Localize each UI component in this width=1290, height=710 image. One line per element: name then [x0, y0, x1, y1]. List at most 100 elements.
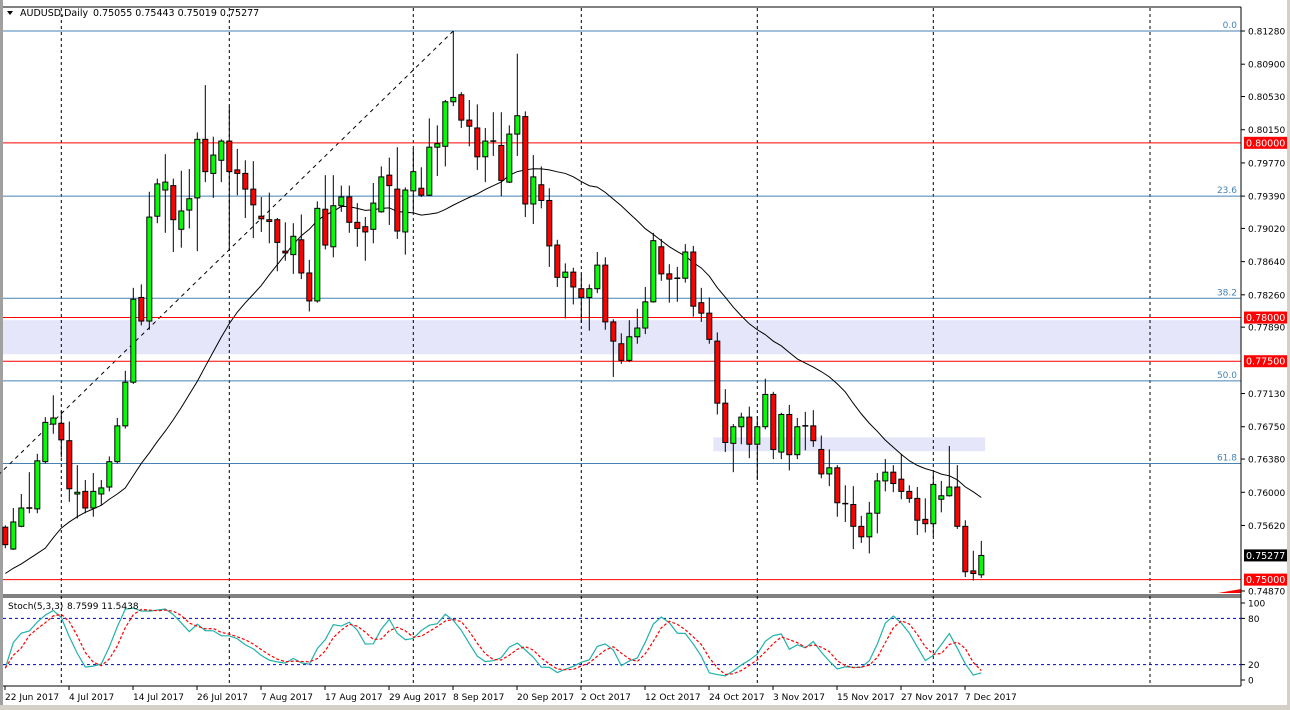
- candle-bullish: [314, 207, 321, 302]
- candle-bearish: [818, 448, 825, 475]
- candle-bullish: [106, 461, 113, 488]
- price-tick-label: 0.77130: [1248, 390, 1285, 400]
- candle-bearish: [602, 264, 609, 323]
- candle-bearish: [578, 288, 585, 298]
- date-tick-label: 27 Nov 2017: [901, 693, 959, 703]
- price-level-tag: [1244, 311, 1290, 324]
- candle-bearish: [770, 393, 777, 450]
- candle-bearish: [322, 208, 329, 246]
- candle-bullish: [178, 210, 185, 230]
- date-tick-label: 22 Jun 2017: [5, 693, 59, 703]
- candle-bearish: [618, 343, 625, 361]
- candle-bullish: [586, 288, 593, 298]
- price-level-tag-label: 0.80000: [1246, 138, 1285, 149]
- candle-bullish: [402, 189, 409, 233]
- candle-bearish: [610, 321, 617, 342]
- candle-bullish: [146, 216, 153, 322]
- candle-bearish: [850, 503, 857, 527]
- price-level-tag-label: 0.75000: [1246, 575, 1285, 586]
- symbol-timeframe: AUDUSD,Daily: [20, 8, 89, 19]
- price-level-tag-label: 0.78000: [1246, 313, 1285, 324]
- candle-bearish: [690, 251, 697, 307]
- candle-bearish: [666, 273, 673, 280]
- candle-bullish: [370, 202, 377, 230]
- candle-bullish: [530, 176, 537, 205]
- candle-bearish: [922, 518, 929, 525]
- candle-bearish: [970, 570, 977, 575]
- stoch-title: Stoch(5,3,3): [8, 602, 63, 612]
- candle-bullish: [154, 183, 161, 217]
- candle-bullish: [506, 133, 513, 183]
- candle-bearish: [722, 402, 729, 443]
- candle-bullish: [946, 486, 953, 497]
- triangle-down-icon[interactable]: [7, 11, 13, 15]
- candle-bearish: [242, 172, 249, 190]
- price-tick-label: 0.78260: [1248, 291, 1285, 301]
- date-tick-label: 4 Jul 2017: [69, 693, 114, 703]
- candle-bullish: [930, 483, 937, 525]
- date-tick-label: 8 Sep 2017: [453, 693, 504, 703]
- candle-bearish: [394, 188, 401, 232]
- candle-bullish: [642, 301, 649, 329]
- candle-bearish: [274, 219, 281, 243]
- right-border: [1287, 0, 1290, 710]
- candle-bullish: [562, 271, 569, 278]
- candle-bearish: [914, 497, 921, 521]
- candle-bullish: [162, 181, 169, 191]
- candle-bearish: [810, 425, 817, 442]
- candle-bullish: [50, 417, 57, 425]
- candle-bullish: [594, 264, 601, 290]
- price-tick-label: 0.80900: [1248, 61, 1285, 71]
- candle-bearish: [714, 340, 721, 404]
- fib-level-label: 23.6: [1217, 186, 1237, 196]
- candle-bullish: [90, 490, 97, 509]
- candle-bearish: [2, 526, 9, 546]
- candle-bearish: [962, 525, 969, 573]
- candle-bullish: [130, 298, 137, 383]
- candle-bearish: [458, 94, 465, 121]
- price-tick-label: 0.81280: [1248, 28, 1285, 38]
- date-tick-label: 29 Aug 2017: [389, 693, 447, 703]
- candle-bullish: [650, 240, 657, 303]
- price-tick-label: 0.76750: [1248, 423, 1285, 433]
- support-resistance-zone: [713, 437, 986, 452]
- candle-bullish: [826, 467, 833, 475]
- bottom-border: [0, 705, 1290, 710]
- candle-bullish: [938, 495, 945, 500]
- candle-bullish: [450, 96, 457, 103]
- candle-bullish: [210, 154, 217, 174]
- ohlc-readout: 0.75055 0.75443 0.75019 0.75277: [93, 8, 259, 19]
- candle-bearish: [954, 486, 961, 527]
- candle-bearish: [266, 219, 273, 222]
- date-tick-label: 7 Dec 2017: [965, 693, 1017, 703]
- fib-level-label: 50.0: [1217, 371, 1237, 381]
- candle-bearish: [362, 226, 369, 233]
- candle-bearish: [202, 138, 209, 173]
- candle-bullish: [778, 414, 785, 453]
- candle-bearish: [746, 416, 753, 445]
- candle-bullish: [634, 327, 641, 338]
- candle-bearish: [698, 302, 705, 314]
- candle-bullish: [114, 425, 121, 463]
- stoch-readout: 8.7599 11.5438: [67, 602, 139, 612]
- candle-bearish: [346, 196, 353, 223]
- candle-bearish: [282, 250, 289, 254]
- current-price-label: 0.75277: [1246, 551, 1285, 562]
- candle-bullish: [218, 140, 225, 161]
- candle-bullish: [410, 171, 417, 192]
- date-tick-label: 26 Jul 2017: [197, 693, 248, 703]
- candle-bullish: [866, 512, 873, 538]
- candle-bearish: [250, 188, 257, 206]
- price-tick-label: 0.75620: [1248, 522, 1285, 532]
- price-tick-label: 0.80530: [1248, 93, 1285, 103]
- candle-bullish: [874, 480, 881, 514]
- price-tick-label: 0.80150: [1248, 126, 1285, 136]
- candle-bullish: [978, 554, 985, 576]
- candle-bearish: [570, 271, 577, 288]
- candle-bearish: [234, 169, 241, 174]
- price-tick-label: 0.79390: [1248, 193, 1285, 203]
- candle-bearish: [554, 244, 561, 278]
